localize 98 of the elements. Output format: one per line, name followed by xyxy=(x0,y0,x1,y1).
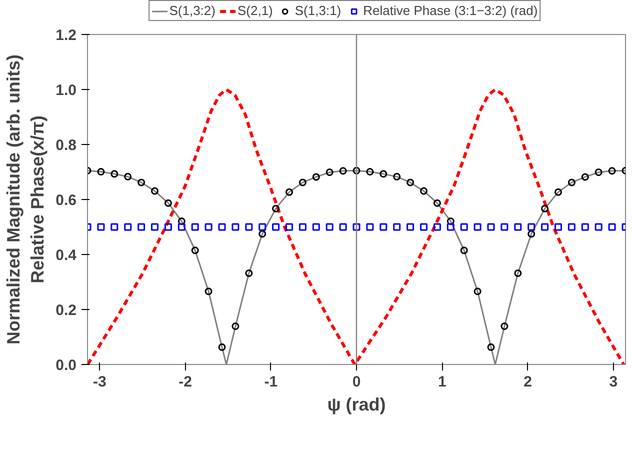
point xyxy=(554,223,562,231)
legend-label: S(1,3:1) xyxy=(294,3,342,18)
y-tick-label: 0.2 xyxy=(56,302,77,319)
point xyxy=(164,199,172,207)
point xyxy=(204,288,212,296)
point xyxy=(608,167,616,175)
point xyxy=(541,204,549,212)
point xyxy=(446,217,454,225)
point xyxy=(474,288,482,296)
point xyxy=(528,223,536,231)
point xyxy=(594,168,602,176)
point xyxy=(420,187,428,195)
point xyxy=(366,223,374,231)
x-tick-label: 2 xyxy=(524,374,532,390)
point xyxy=(366,168,374,176)
point xyxy=(487,223,495,231)
point xyxy=(286,223,293,231)
point xyxy=(110,170,118,178)
point xyxy=(581,173,589,181)
point xyxy=(500,223,508,231)
point xyxy=(151,223,158,231)
point xyxy=(326,223,334,231)
point xyxy=(164,223,172,231)
point xyxy=(138,178,146,186)
legend-label: S(1,3:2) xyxy=(169,3,216,18)
y-tick-label: 0.4 xyxy=(56,247,78,264)
x-tick-label: -1 xyxy=(264,374,278,390)
point xyxy=(298,223,306,231)
point xyxy=(218,343,226,351)
point xyxy=(446,223,454,231)
y-tick-label: 1.2 xyxy=(56,27,77,44)
point xyxy=(568,223,576,231)
point xyxy=(298,178,306,186)
y-tick-label: 0.0 xyxy=(56,357,77,374)
point xyxy=(245,269,253,277)
point xyxy=(232,223,240,231)
y-tick-label: 0.6 xyxy=(56,192,77,209)
x-tick-label: -3 xyxy=(92,374,106,390)
point xyxy=(339,223,347,231)
point xyxy=(286,188,293,196)
point xyxy=(608,223,616,231)
point xyxy=(514,223,522,231)
point xyxy=(487,343,495,351)
point xyxy=(312,223,320,231)
point xyxy=(420,223,428,231)
y-tick-label: 0.8 xyxy=(56,137,77,154)
point xyxy=(406,178,414,186)
point xyxy=(124,223,132,231)
point xyxy=(433,223,441,231)
point xyxy=(124,172,132,180)
point xyxy=(258,223,266,231)
point xyxy=(528,230,536,238)
point xyxy=(393,172,401,180)
point xyxy=(352,166,360,174)
point xyxy=(178,217,186,225)
point xyxy=(97,168,105,176)
point xyxy=(500,322,508,330)
point xyxy=(218,223,226,231)
point xyxy=(474,223,482,231)
point xyxy=(151,187,158,195)
x-tick-label: 1 xyxy=(438,374,446,390)
point xyxy=(433,199,441,207)
point xyxy=(339,167,347,175)
x-tick-label: 3 xyxy=(609,374,618,390)
point xyxy=(178,223,186,231)
point xyxy=(258,230,266,238)
point xyxy=(204,223,212,231)
y-tick-label: 1.0 xyxy=(56,82,77,99)
point xyxy=(191,246,199,254)
point xyxy=(581,223,589,231)
point xyxy=(110,223,118,231)
point xyxy=(272,223,280,231)
point xyxy=(460,223,468,231)
point xyxy=(568,178,576,186)
point xyxy=(406,223,414,231)
point xyxy=(326,168,334,176)
point xyxy=(393,223,401,231)
point xyxy=(232,322,240,330)
point xyxy=(554,188,562,196)
point xyxy=(460,246,468,254)
point xyxy=(272,204,280,212)
point xyxy=(352,223,360,231)
point xyxy=(514,269,522,277)
x-axis-title: ψ (rad) xyxy=(327,394,386,414)
legend-label: S(2,1) xyxy=(237,3,273,18)
point xyxy=(380,170,388,178)
point xyxy=(312,173,320,181)
point xyxy=(191,223,199,231)
y-axis-title: Normalized Magnitude (arb. units) Relative Phase(x/π) xyxy=(4,54,48,345)
point xyxy=(245,223,253,231)
x-tick-label: 0 xyxy=(352,374,361,390)
point xyxy=(138,223,146,231)
legend-label: Relative Phase (3:1−3:2) (rad) xyxy=(363,3,538,18)
point xyxy=(380,223,388,231)
point xyxy=(97,223,105,231)
x-tick-label: -2 xyxy=(178,374,192,390)
point xyxy=(594,223,602,231)
point xyxy=(541,223,549,231)
